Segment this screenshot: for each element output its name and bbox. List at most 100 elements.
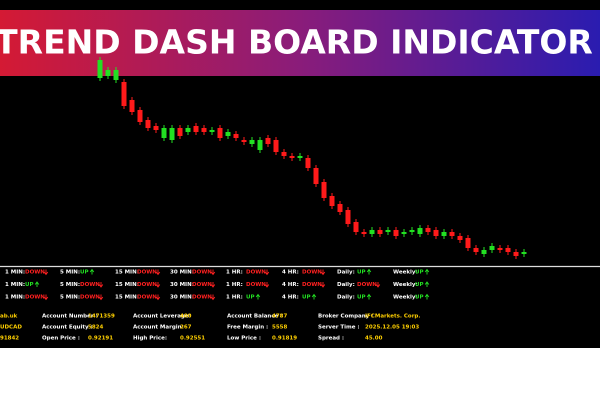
timeframe-label: 4 HR: — [282, 295, 299, 301]
account-label: Free Margin : — [227, 325, 268, 331]
banner-title: TREND DASH BOARD INDICATOR — [0, 23, 593, 62]
trend-state: DOWN — [246, 282, 266, 288]
trend-arrow — [255, 293, 261, 300]
account-value: 0.91819 — [272, 336, 297, 342]
trend-state: DOWN — [137, 282, 157, 288]
trend-state: DOWN — [25, 270, 45, 276]
trend-state: DOWN — [302, 270, 322, 276]
candle-body — [361, 232, 367, 234]
candle-body — [225, 132, 231, 136]
account-label: Low Price : — [227, 336, 261, 342]
candle-body — [353, 222, 359, 232]
timeframe-label: 15 MIN: — [115, 270, 139, 276]
candle-body — [473, 248, 479, 252]
trend-state: UP — [25, 282, 34, 288]
candle-body — [305, 158, 311, 168]
trend-arrow — [264, 282, 270, 288]
candle-body — [169, 128, 175, 140]
candle-body — [313, 168, 319, 184]
trend-arrow — [210, 269, 216, 276]
trend-arrow — [375, 282, 381, 288]
trend-arrow — [155, 294, 161, 301]
candle-body — [113, 70, 119, 80]
trend-arrow — [311, 293, 317, 300]
candle-body — [457, 236, 463, 240]
account-value: 267 — [180, 325, 192, 331]
candle-body — [465, 238, 471, 248]
candle-body — [281, 152, 287, 156]
trend-arrow — [155, 282, 161, 288]
account-label: High Price: — [133, 336, 167, 342]
timeframe-label: 1 HR: — [226, 295, 243, 301]
account-value: IFCMarkets. Corp. — [365, 314, 420, 320]
candle-body — [369, 230, 375, 234]
candle-body — [265, 138, 271, 144]
trend-state: UP — [415, 282, 424, 288]
trend-arrow — [98, 294, 104, 301]
timeframe-label: 1 MIN: — [5, 282, 25, 288]
trend-arrow — [424, 293, 430, 300]
candle-body — [489, 246, 495, 250]
trend-state: DOWN — [137, 295, 157, 301]
symbol-info: UDCAD — [0, 325, 22, 331]
candle-body — [433, 230, 439, 236]
timeframe-label: 5 MIN: — [60, 270, 80, 276]
trend-state: DOWN — [137, 270, 157, 276]
candle-body — [521, 252, 527, 254]
candle-body — [249, 140, 255, 144]
trend-arrow — [210, 294, 216, 301]
timeframe-label: Daily: — [337, 270, 355, 276]
trend-state: UP — [357, 270, 366, 276]
candle-body — [137, 110, 143, 122]
trend-arrow — [43, 294, 49, 301]
trend-state: DOWN — [192, 270, 212, 276]
trend-state: DOWN — [80, 295, 100, 301]
timeframe-label: Weekly: — [393, 282, 418, 288]
candle-body — [273, 140, 279, 152]
trend-arrow — [264, 269, 270, 276]
account-label: Spread : — [318, 336, 344, 342]
trend-arrow — [424, 268, 430, 275]
timeframe-label: 4 HR: — [282, 282, 299, 288]
timeframe-label: Weekly: — [393, 295, 418, 301]
candle-body — [337, 204, 343, 212]
account-label: Account Leverage: — [133, 314, 191, 320]
trend-arrow — [89, 268, 95, 275]
account-label: Server Time : — [318, 325, 360, 331]
timeframe-label: Weekly: — [393, 270, 418, 276]
candle-body — [329, 196, 335, 206]
candle-body — [393, 230, 399, 236]
candle-body — [481, 250, 487, 254]
candle-body — [297, 156, 303, 158]
candle-body — [505, 248, 511, 252]
trend-state: UP — [302, 295, 311, 301]
timeframe-label: 1 MIN: — [5, 295, 25, 301]
candle-body — [129, 100, 135, 112]
candle-body — [257, 140, 263, 150]
timeframe-label: Daily: — [337, 295, 355, 301]
account-value: 4787 — [272, 314, 287, 320]
timeframe-label: 1 MIN: — [5, 270, 25, 276]
candle-body — [217, 128, 223, 138]
account-value: 400 — [180, 314, 192, 320]
candle-body — [105, 70, 111, 76]
account-label: Account Balance : — [227, 314, 282, 320]
timeframe-label: 5 MIN: — [60, 282, 80, 288]
trend-arrow — [366, 268, 372, 275]
account-value: 0.92191 — [88, 336, 113, 342]
trend-state: DOWN — [25, 295, 45, 301]
trend-arrow — [155, 269, 161, 276]
candle-body — [153, 126, 159, 130]
candle-body — [345, 210, 351, 224]
trend-state: UP — [80, 270, 89, 276]
timeframe-label: 5 MIN: — [60, 295, 80, 301]
account-value: 2025.12.05 19:03 — [365, 325, 419, 331]
candles — [97, 57, 527, 259]
symbol-info: ab.uk — [0, 314, 18, 320]
timeframe-label: Daily: — [337, 282, 355, 288]
candle-body — [193, 126, 199, 132]
candle-body — [321, 182, 327, 198]
candle-body — [417, 228, 423, 234]
